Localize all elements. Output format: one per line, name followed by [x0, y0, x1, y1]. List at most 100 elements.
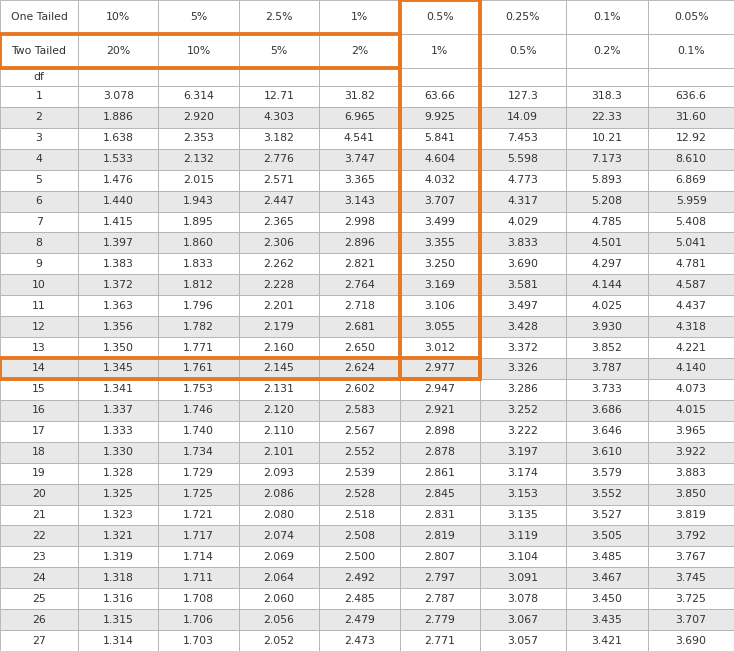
Bar [78, 316, 159, 337]
Text: 2.064: 2.064 [264, 573, 294, 583]
Bar [648, 525, 734, 546]
Bar [159, 0, 239, 34]
Bar [239, 86, 319, 107]
Bar [399, 128, 480, 148]
Text: 4.587: 4.587 [676, 280, 707, 290]
Text: 2%: 2% [351, 46, 368, 56]
Bar [78, 107, 159, 128]
Text: 2.518: 2.518 [344, 510, 375, 520]
Bar [239, 484, 319, 505]
Bar [239, 253, 319, 274]
Bar [399, 212, 480, 232]
Bar [0, 337, 78, 358]
Bar [648, 379, 734, 400]
Text: 1.533: 1.533 [103, 154, 134, 164]
Text: 3.767: 3.767 [676, 552, 707, 562]
Bar [0, 546, 78, 567]
Bar [319, 421, 399, 442]
Bar [566, 148, 648, 170]
Text: 3.365: 3.365 [344, 175, 375, 185]
Text: 3.686: 3.686 [592, 406, 622, 415]
Bar [78, 630, 159, 651]
Bar [319, 232, 399, 253]
Bar [648, 337, 734, 358]
Text: 7.173: 7.173 [592, 154, 622, 164]
Bar [239, 34, 319, 68]
Bar [399, 442, 480, 463]
Bar [319, 546, 399, 567]
Bar [0, 170, 78, 191]
Text: 1.812: 1.812 [184, 280, 214, 290]
Bar [399, 0, 480, 379]
Text: 1.761: 1.761 [184, 363, 214, 374]
Bar [78, 463, 159, 484]
Text: 3.485: 3.485 [592, 552, 622, 562]
Text: 1.316: 1.316 [103, 594, 134, 603]
Text: 3.067: 3.067 [507, 615, 538, 624]
Text: 2.807: 2.807 [424, 552, 455, 562]
Bar [159, 68, 239, 86]
Text: 2.845: 2.845 [424, 489, 455, 499]
Text: 2.074: 2.074 [264, 531, 294, 541]
Text: 4.604: 4.604 [424, 154, 455, 164]
Text: 5.208: 5.208 [592, 196, 622, 206]
Text: 1.350: 1.350 [103, 342, 134, 353]
Bar [648, 442, 734, 463]
Bar [239, 379, 319, 400]
Text: 10: 10 [32, 280, 46, 290]
Bar [566, 86, 648, 107]
Bar [399, 400, 480, 421]
Text: 2.878: 2.878 [424, 447, 455, 457]
Bar [648, 68, 734, 86]
Bar [648, 400, 734, 421]
Bar [648, 0, 734, 34]
Bar [78, 170, 159, 191]
Text: 0.5%: 0.5% [426, 12, 454, 22]
Text: 2.145: 2.145 [264, 363, 294, 374]
Bar [0, 68, 78, 86]
Bar [399, 191, 480, 212]
Bar [480, 525, 566, 546]
Text: 2.093: 2.093 [264, 468, 294, 478]
Bar [480, 232, 566, 253]
Bar [239, 337, 319, 358]
Text: 2.5%: 2.5% [265, 12, 293, 22]
Text: 2.602: 2.602 [344, 384, 375, 395]
Bar [480, 191, 566, 212]
Text: 1%: 1% [431, 46, 448, 56]
Bar [78, 442, 159, 463]
Text: 4.773: 4.773 [507, 175, 538, 185]
Bar [566, 34, 648, 68]
Text: 31.60: 31.60 [675, 113, 707, 122]
Text: 1.734: 1.734 [184, 447, 214, 457]
Text: 2.101: 2.101 [264, 447, 294, 457]
Bar [159, 212, 239, 232]
Bar [480, 170, 566, 191]
Bar [239, 295, 319, 316]
Bar [159, 170, 239, 191]
Bar [648, 232, 734, 253]
Bar [566, 128, 648, 148]
Text: 25: 25 [32, 594, 46, 603]
Bar [319, 170, 399, 191]
Bar [319, 484, 399, 505]
Bar [648, 170, 734, 191]
Text: 2.120: 2.120 [264, 406, 294, 415]
Bar [78, 337, 159, 358]
Text: 1.363: 1.363 [103, 301, 134, 311]
Text: 1.703: 1.703 [183, 635, 214, 646]
Text: 13: 13 [32, 342, 46, 353]
Text: 5.959: 5.959 [676, 196, 707, 206]
Text: 2.528: 2.528 [344, 489, 375, 499]
Bar [159, 525, 239, 546]
Bar [399, 107, 480, 128]
Text: 1.323: 1.323 [103, 510, 134, 520]
Bar [78, 86, 159, 107]
Bar [159, 567, 239, 589]
Bar [648, 630, 734, 651]
Bar [78, 400, 159, 421]
Bar [239, 274, 319, 295]
Bar [566, 274, 648, 295]
Bar [0, 630, 78, 651]
Bar [159, 274, 239, 295]
